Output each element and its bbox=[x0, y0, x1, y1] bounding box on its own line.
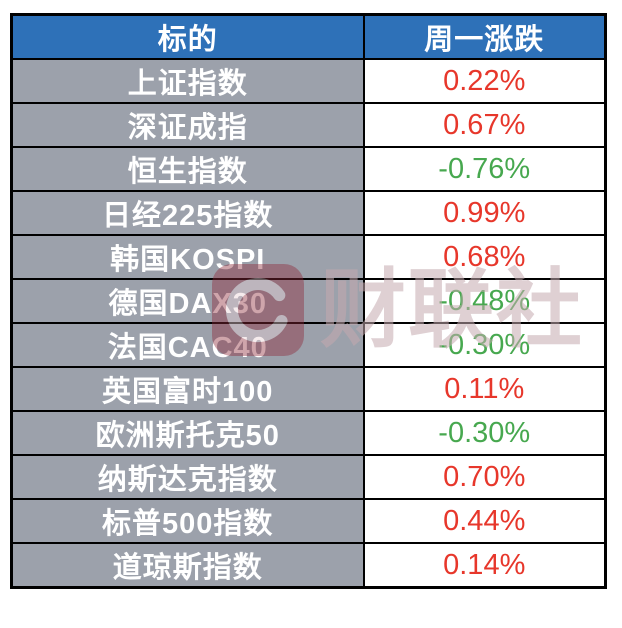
table-row: 日经225指数 0.99% bbox=[10, 190, 607, 236]
index-name: 英国富时100 bbox=[10, 366, 365, 412]
change-value: -0.30% bbox=[362, 322, 607, 368]
table-row: 标普500指数 0.44% bbox=[10, 498, 607, 544]
change-value: -0.30% bbox=[362, 410, 607, 456]
change-value: -0.76% bbox=[362, 146, 607, 192]
table-row: 上证指数 0.22% bbox=[10, 58, 607, 104]
header-monday-change: 周一涨跌 bbox=[362, 13, 607, 60]
header-row: 标的 周一涨跌 bbox=[10, 13, 607, 60]
table-row: 韩国KOSPI 0.68% bbox=[10, 234, 607, 280]
header-target: 标的 bbox=[10, 13, 365, 60]
index-name: 深证成指 bbox=[10, 102, 365, 148]
index-name: 道琼斯指数 bbox=[10, 542, 365, 589]
index-name: 标普500指数 bbox=[10, 498, 365, 544]
change-value: 0.11% bbox=[362, 366, 607, 412]
change-value: 0.67% bbox=[362, 102, 607, 148]
change-value: -0.48% bbox=[362, 278, 607, 324]
change-value: 0.70% bbox=[362, 454, 607, 500]
index-name: 法国CAC40 bbox=[10, 322, 365, 368]
table-row: 纳斯达克指数 0.70% bbox=[10, 454, 607, 500]
index-change-table: 标的 周一涨跌 上证指数 0.22% 深证成指 0.67% 恒生指数 -0.76… bbox=[10, 13, 607, 589]
table-row: 道琼斯指数 0.14% bbox=[10, 542, 607, 589]
change-value: 0.68% bbox=[362, 234, 607, 280]
table-row: 法国CAC40 -0.30% bbox=[10, 322, 607, 368]
index-name: 恒生指数 bbox=[10, 146, 365, 192]
change-value: 0.99% bbox=[362, 190, 607, 236]
change-value: 0.44% bbox=[362, 498, 607, 544]
index-name: 日经225指数 bbox=[10, 190, 365, 236]
index-name: 上证指数 bbox=[10, 58, 365, 104]
index-name: 欧洲斯托克50 bbox=[10, 410, 365, 456]
index-name: 纳斯达克指数 bbox=[10, 454, 365, 500]
index-name: 德国DAX30 bbox=[10, 278, 365, 324]
table-row: 恒生指数 -0.76% bbox=[10, 146, 607, 192]
table-row: 英国富时100 0.11% bbox=[10, 366, 607, 412]
index-name: 韩国KOSPI bbox=[10, 234, 365, 280]
change-value: 0.14% bbox=[362, 542, 607, 589]
table-row: 德国DAX30 -0.48% bbox=[10, 278, 607, 324]
change-value: 0.22% bbox=[362, 58, 607, 104]
table-row: 欧洲斯托克50 -0.30% bbox=[10, 410, 607, 456]
table-row: 深证成指 0.67% bbox=[10, 102, 607, 148]
